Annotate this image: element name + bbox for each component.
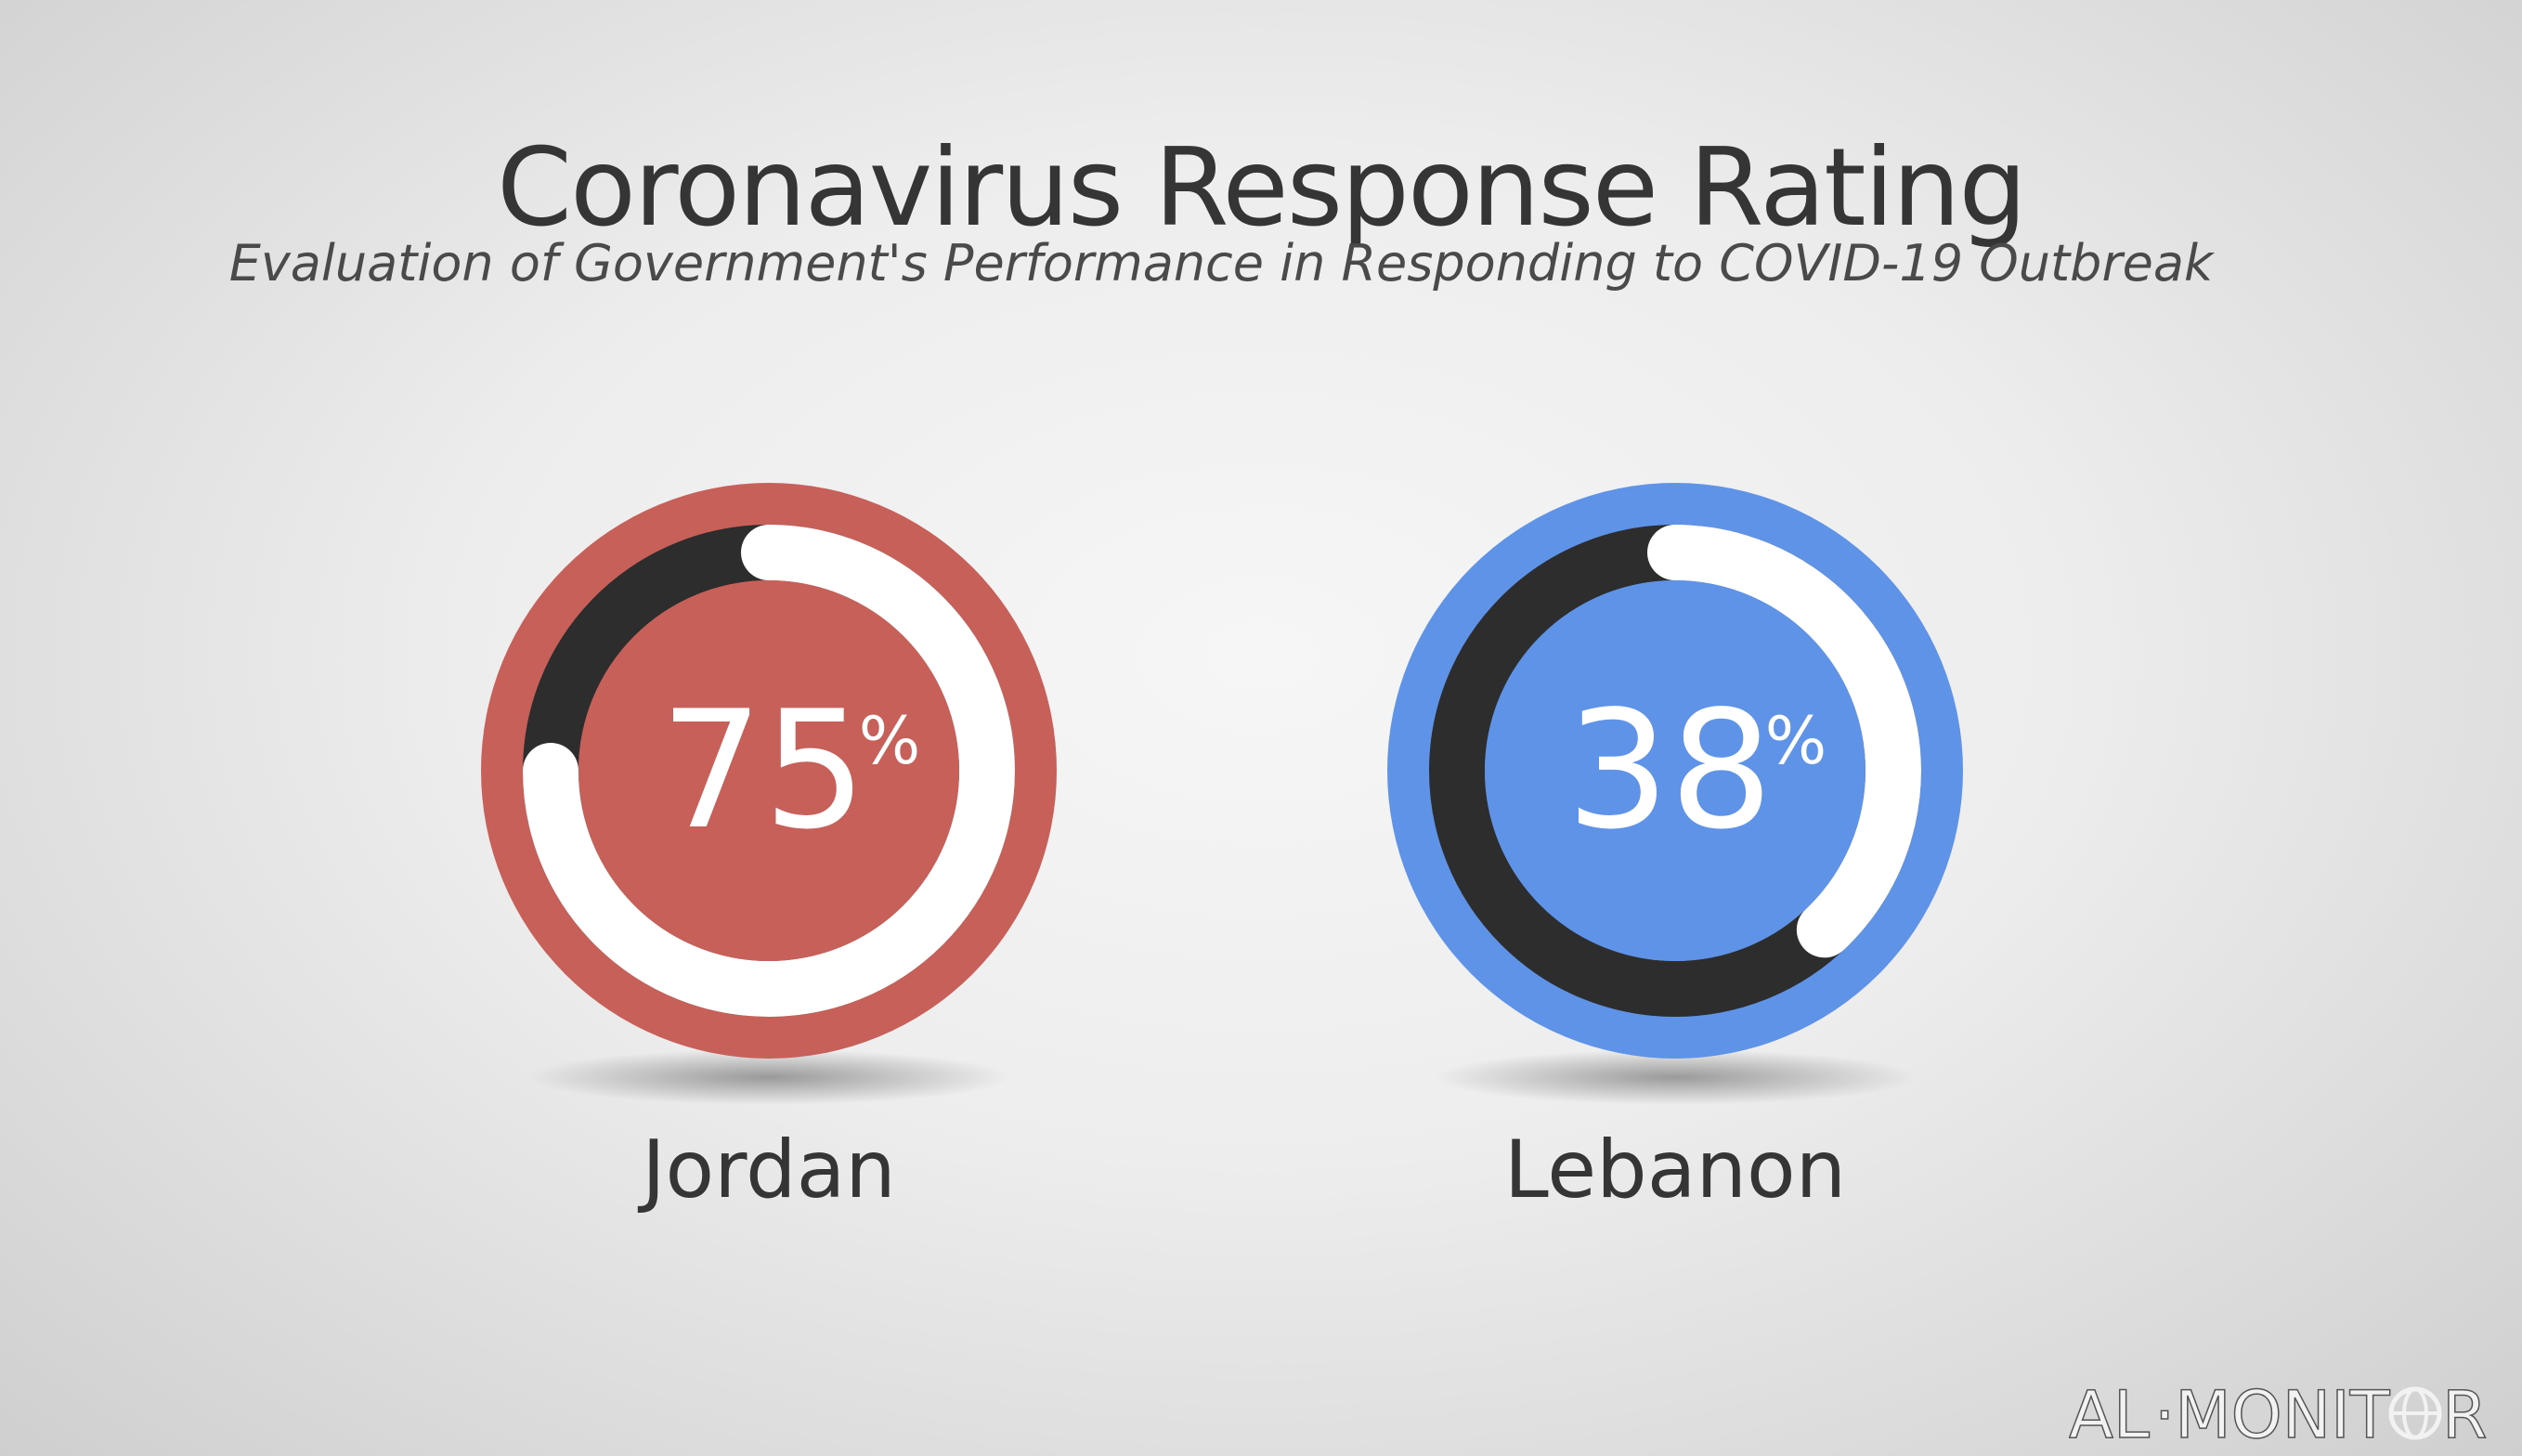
donut-progress-arc <box>523 525 1015 1017</box>
svg-text:·MONIT: ·MONIT <box>2154 1377 2390 1449</box>
donut-value: 75 <box>660 677 867 865</box>
chart-title: Coronavirus Response Rating <box>496 125 2027 251</box>
donut-inner <box>1485 580 1866 961</box>
donut-lebanon: 38 % <box>1387 483 1963 1105</box>
donut-jordan: 75 % <box>481 483 1057 1105</box>
donut-value: 38 <box>1566 677 1774 865</box>
donut-unit: % <box>859 703 921 779</box>
donut-shadow <box>527 1049 1010 1105</box>
svg-text:R: R <box>2442 1377 2488 1449</box>
globe-icon <box>2388 1386 2442 1440</box>
chart-subtitle: Evaluation of Government's Performance i… <box>228 234 2214 292</box>
country-label-jordan: Jordan <box>642 1124 896 1216</box>
donut-unit: % <box>1765 703 1827 779</box>
al-monitor-logo: AL ·MONIT R <box>2069 1376 2488 1449</box>
country-label-lebanon: Lebanon <box>1503 1124 1847 1216</box>
donut-inner <box>578 580 959 961</box>
donut-progress-arc <box>1647 525 1921 958</box>
svg-text:AL: AL <box>2069 1377 2150 1449</box>
donut-shadow <box>1434 1049 1917 1105</box>
